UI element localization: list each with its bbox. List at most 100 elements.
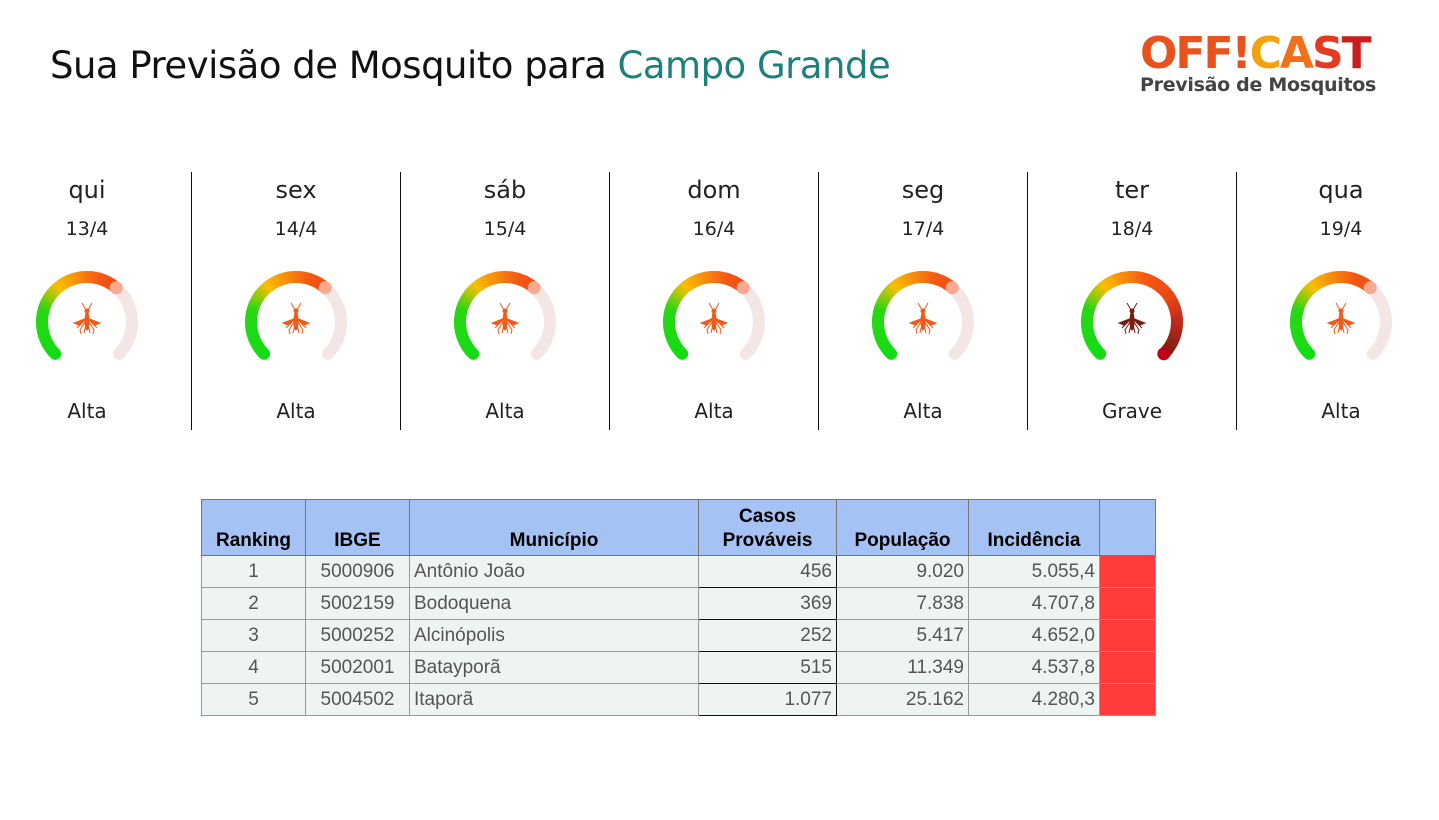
table-cell: 369 xyxy=(698,587,837,620)
risk-level: Alta xyxy=(1321,399,1361,423)
risk-gauge xyxy=(245,271,347,360)
risk-level: Alta xyxy=(903,399,943,423)
table-cell: 25.162 xyxy=(836,683,969,716)
table-cell: 1 xyxy=(201,555,306,588)
table-cell: Alcinópolis xyxy=(409,619,699,652)
title-prefix: Sua Previsão de Mosquito para xyxy=(50,44,607,87)
day-date: 13/4 xyxy=(65,218,109,240)
column-header: Ranking xyxy=(201,499,306,556)
risk-flag-cell xyxy=(1099,683,1156,716)
table-cell: 5.055,4 xyxy=(968,555,1100,588)
logo-wordmark: OFF!CAST xyxy=(1140,28,1372,79)
table-cell: 5004502 xyxy=(305,683,410,716)
table-row: 1 5000906 Antônio João 456 9.020 5.055,4 xyxy=(201,555,1156,588)
table-cell: 11.349 xyxy=(836,651,969,684)
risk-gauge xyxy=(1290,271,1392,360)
table-cell: 4.537,8 xyxy=(968,651,1100,684)
risk-gauge xyxy=(36,271,138,360)
risk-level: Alta xyxy=(276,399,316,423)
day-name: ter xyxy=(1114,176,1150,204)
table-cell: 252 xyxy=(698,619,837,652)
table-cell: 2 xyxy=(201,587,306,620)
risk-flag-cell xyxy=(1099,587,1156,620)
risk-gauge xyxy=(663,271,765,360)
table-cell: Antônio João xyxy=(409,555,699,588)
forecast-day: ter 18/4 Grave xyxy=(1028,172,1237,430)
column-header: Casos Prováveis xyxy=(698,499,837,556)
gauge-indicator xyxy=(945,281,959,295)
table-cell: Batayporã xyxy=(409,651,699,684)
mosquito-icon xyxy=(72,302,102,335)
mosquito-icon xyxy=(1117,302,1147,335)
day-name: seg xyxy=(901,176,945,204)
day-date: 16/4 xyxy=(692,218,736,240)
risk-level: Grave xyxy=(1101,399,1163,423)
table-cell: 4.280,3 xyxy=(968,683,1100,716)
forecast-day: qua 19/4 Alta xyxy=(1237,172,1439,430)
table-cell: 4.652,0 xyxy=(968,619,1100,652)
table-body: 1 5000906 Antônio João 456 9.020 5.055,4 2 5002… xyxy=(201,555,1156,716)
mosquito-icon xyxy=(1326,302,1356,335)
mosquito-icon xyxy=(490,302,520,335)
risk-level: Alta xyxy=(694,399,734,423)
day-name: sex xyxy=(275,176,317,204)
risk-gauge xyxy=(454,271,556,360)
ranking-table: Ranking IBGE Município Casos Prováveis Popul… xyxy=(201,499,1156,716)
forecast-day: qui 13/4 Alta xyxy=(0,172,192,430)
risk-level: Alta xyxy=(485,399,525,423)
table-cell: Bodoquena xyxy=(409,587,699,620)
table-cell: 1.077 xyxy=(698,683,837,716)
risk-flag-cell xyxy=(1099,651,1156,684)
table-header-row: Ranking IBGE Município Casos Prováveis Popul… xyxy=(201,499,1156,556)
day-date: 19/4 xyxy=(1319,218,1363,240)
table-cell: 5000252 xyxy=(305,619,410,652)
day-date: 17/4 xyxy=(901,218,945,240)
day-name: qua xyxy=(1318,176,1364,204)
table-cell: 3 xyxy=(201,619,306,652)
table-cell: 4.707,8 xyxy=(968,587,1100,620)
table-cell: 4 xyxy=(201,651,306,684)
table-row: 3 5000252 Alcinópolis 252 5.417 4.652,0 xyxy=(201,619,1156,652)
risk-level: Alta xyxy=(67,399,107,423)
table-cell: 5002159 xyxy=(305,587,410,620)
day-name: qui xyxy=(68,176,106,204)
column-header xyxy=(1099,499,1156,556)
forecast-strip: qui 13/4 Alta sex 14/4 Alta sáb 15/4 Alt… xyxy=(0,172,1439,430)
gauge-indicator xyxy=(1363,281,1377,295)
table-cell: 515 xyxy=(698,651,837,684)
day-name: sáb xyxy=(483,176,527,204)
table-cell: 5002001 xyxy=(305,651,410,684)
gauge-indicator xyxy=(1157,347,1171,361)
day-date: 18/4 xyxy=(1110,218,1154,240)
city-name: Campo Grande xyxy=(617,44,891,87)
page-title: Sua Previsão de Mosquito para Campo Gran… xyxy=(50,44,891,87)
logo-subtitle: Previsão de Mosquitos xyxy=(1140,74,1377,96)
table-row: 2 5002159 Bodoquena 369 7.838 4.707,8 xyxy=(201,587,1156,620)
forecast-day: sex 14/4 Alta xyxy=(192,172,401,430)
table-cell: 9.020 xyxy=(836,555,969,588)
gauge-indicator xyxy=(318,281,332,295)
forecast-day: dom 16/4 Alta xyxy=(610,172,819,430)
day-date: 14/4 xyxy=(274,218,318,240)
column-header: Incidência xyxy=(968,499,1100,556)
day-name: dom xyxy=(687,176,741,204)
mosquito-icon xyxy=(908,302,938,335)
table-cell: 7.838 xyxy=(836,587,969,620)
gauge-indicator xyxy=(109,281,123,295)
risk-flag-cell xyxy=(1099,619,1156,652)
mosquito-icon xyxy=(281,302,311,335)
gauge-indicator xyxy=(736,281,750,295)
gauge-indicator xyxy=(527,281,541,295)
forecast-day: sáb 15/4 Alta xyxy=(401,172,610,430)
forecast-day: seg 17/4 Alta xyxy=(819,172,1028,430)
table-row: 5 5004502 Itaporã 1.077 25.162 4.280,3 xyxy=(201,683,1156,716)
mosquito-icon xyxy=(699,302,729,335)
risk-gauge xyxy=(1081,271,1184,361)
table-cell: 456 xyxy=(698,555,837,588)
risk-gauge xyxy=(872,271,974,360)
day-date: 15/4 xyxy=(483,218,527,240)
risk-flag-cell xyxy=(1099,555,1156,588)
table-cell: 5 xyxy=(201,683,306,716)
offcast-logo: OFF!CAST Previsão de Mosquitos xyxy=(1140,28,1380,97)
table-cell: 5.417 xyxy=(836,619,969,652)
